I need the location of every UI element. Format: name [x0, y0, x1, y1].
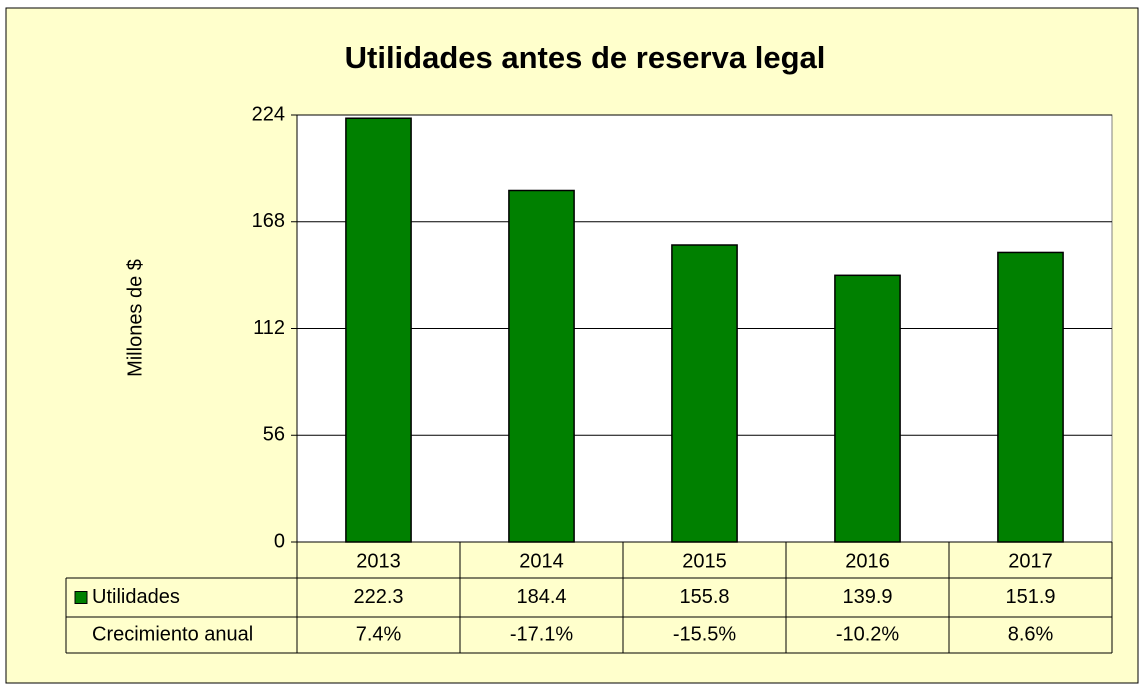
- x-tick-label: 2015: [682, 550, 727, 572]
- legend-key: [74, 591, 88, 604]
- legend-label: Utilidades: [92, 586, 180, 608]
- table-value: 222.3: [353, 586, 403, 608]
- x-tick-label: 2013: [356, 550, 401, 572]
- y-tick-label: 112: [253, 317, 285, 339]
- x-tick-label: 2014: [519, 550, 564, 572]
- bar: [834, 274, 901, 543]
- table-value: 151.9: [1005, 586, 1055, 608]
- bar: [671, 244, 738, 543]
- y-tick-label: 0: [274, 530, 285, 552]
- y-tick-label: 168: [252, 210, 285, 232]
- chart-title: Utilidades antes de reserva legal: [345, 40, 826, 75]
- growth-value: -10.2%: [836, 623, 900, 645]
- growth-value: -15.5%: [673, 623, 737, 645]
- y-axis-label: Millones de $: [124, 259, 146, 377]
- row-label: Crecimiento anual: [92, 623, 253, 645]
- bar: [345, 117, 412, 543]
- x-tick-label: 2016: [845, 550, 890, 572]
- growth-value: 7.4%: [356, 623, 402, 645]
- table-value: 184.4: [516, 586, 566, 608]
- table-value: 139.9: [842, 586, 892, 608]
- bar: [508, 189, 575, 543]
- bar: [997, 251, 1064, 543]
- growth-value: -17.1%: [510, 623, 574, 645]
- table-value: 155.8: [679, 586, 729, 608]
- x-tick-label: 2017: [1008, 550, 1053, 572]
- growth-value: 8.6%: [1008, 623, 1054, 645]
- y-tick-label: 56: [263, 424, 285, 446]
- y-tick-label: 224: [252, 103, 285, 125]
